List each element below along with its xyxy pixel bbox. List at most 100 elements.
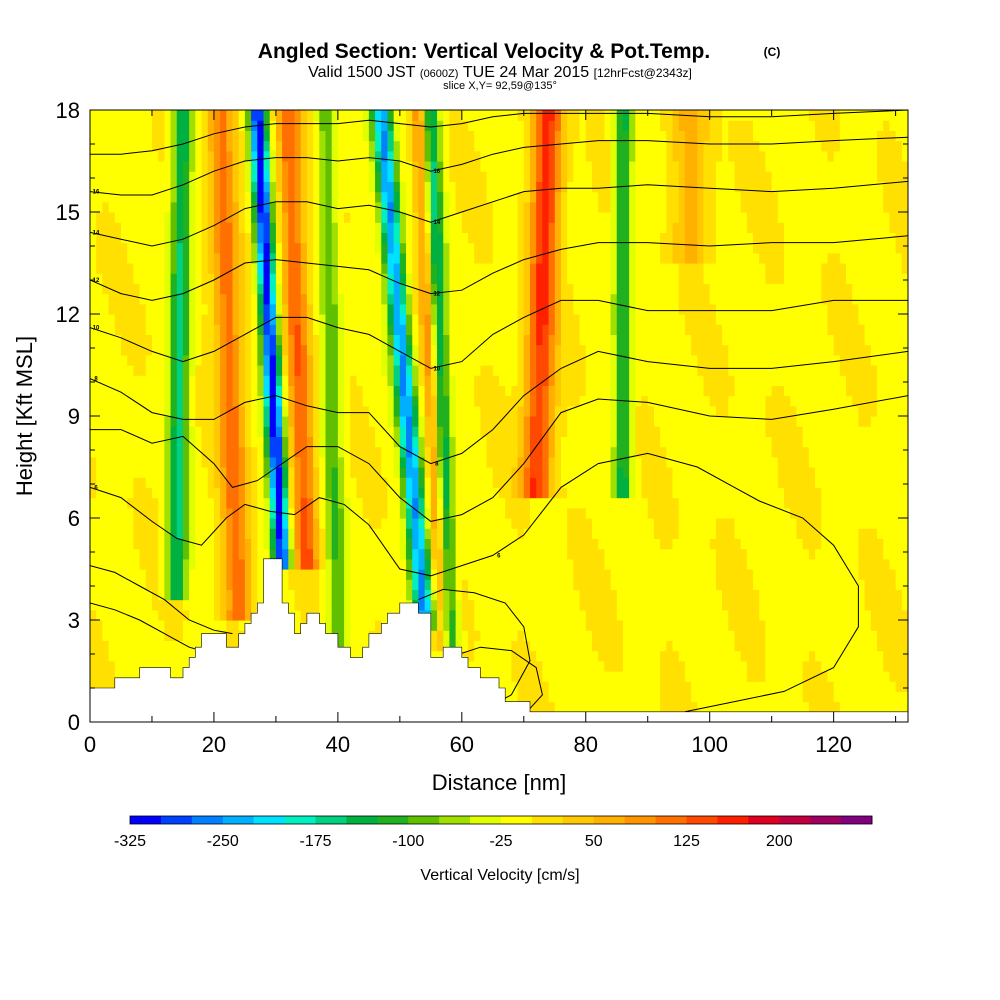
velocity-cell: [691, 354, 698, 703]
velocity-cell: [492, 487, 500, 722]
velocity-cell: [759, 110, 767, 152]
velocity-cell: [412, 385, 420, 397]
valid-time-line: Valid 1500 JST (0600Z) TUE 24 Mar 2015 […: [308, 64, 692, 81]
velocity-cell: [158, 161, 165, 601]
velocity-cell: [554, 130, 562, 193]
x-tick-label: 120: [815, 732, 852, 757]
velocity-cell: [468, 599, 475, 662]
isentrope-label: 14: [93, 230, 100, 236]
velocity-cell: [257, 436, 265, 682]
velocity-cell: [610, 334, 618, 448]
x-tick-label: 0: [84, 732, 96, 757]
velocity-cell: [548, 385, 556, 458]
velocity-cell: [207, 110, 215, 152]
velocity-cell: [784, 507, 791, 722]
colorbar-swatch: [191, 816, 224, 824]
velocity-cell: [288, 110, 296, 335]
velocity-cell: [660, 232, 667, 264]
velocity-cell: [790, 405, 798, 519]
velocity-cell: [771, 456, 779, 722]
velocity-cell: [678, 110, 686, 131]
velocity-cell: [765, 436, 773, 722]
velocity-cell: [753, 589, 760, 682]
velocity-cell: [883, 212, 891, 560]
velocity-cell: [393, 181, 401, 193]
colorbar-swatch: [284, 816, 316, 824]
velocity-cell: [294, 456, 302, 550]
velocity-cell: [244, 130, 252, 162]
velocity-cell: [418, 456, 426, 468]
velocity-cell: [753, 252, 760, 591]
colorbar-swatch: [717, 816, 749, 824]
velocity-cell: [269, 273, 277, 295]
velocity-cell: [170, 110, 178, 203]
velocity-cell: [567, 507, 574, 560]
velocity-cell: [542, 324, 550, 386]
velocity-cell: [399, 416, 407, 427]
isentrope-lines: 6 6 8 8 10 10 12 12 14 14 16 16: [90, 110, 908, 713]
velocity-cell: [114, 110, 122, 223]
velocity-cell: [877, 110, 884, 131]
velocity-cell: [226, 507, 234, 590]
velocity-cell: [728, 518, 736, 631]
velocity-cell: [790, 518, 798, 722]
velocity-cell: [808, 650, 816, 722]
velocity-cell: [511, 385, 519, 468]
velocity-cell: [703, 395, 711, 722]
velocity-cell: [517, 191, 525, 407]
velocity-cell: [269, 467, 277, 488]
velocity-cell: [176, 242, 184, 539]
isentrope-line: [90, 136, 908, 196]
velocity-cell: [406, 375, 413, 397]
velocity-cell: [833, 150, 841, 254]
velocity-cell: [430, 630, 438, 652]
velocity-cell: [660, 263, 667, 448]
velocity-cell: [418, 385, 426, 417]
velocity-cell: [660, 110, 667, 131]
velocity-cell: [722, 518, 729, 611]
velocity-cell: [629, 161, 636, 499]
velocity-cell: [740, 660, 748, 722]
velocity-cell: [418, 324, 426, 366]
velocity-cell: [499, 385, 506, 499]
velocity-cell: [257, 395, 265, 437]
velocity-cell: [164, 212, 172, 417]
velocity-cell: [567, 110, 574, 182]
velocity-cell: [858, 426, 866, 529]
velocity-cell: [585, 110, 593, 162]
velocity-cell: [443, 507, 451, 550]
velocity-cell: [418, 548, 426, 570]
velocity-cell: [523, 467, 531, 499]
velocity-cell: [424, 283, 432, 315]
velocity-cell: [759, 150, 767, 264]
velocity-cell: [251, 130, 258, 152]
velocity-cell: [282, 497, 289, 519]
colorbar-tick-label: 125: [673, 833, 700, 850]
velocity-cell: [189, 375, 196, 427]
velocity-cell: [449, 181, 457, 376]
colorbar-tick-label: -25: [489, 833, 512, 850]
velocity-cell: [282, 487, 289, 499]
velocity-cell: [133, 548, 141, 722]
velocity-cell: [406, 477, 413, 499]
velocity-cell: [263, 242, 271, 305]
velocity-cell: [635, 110, 643, 407]
velocity-cell: [263, 436, 271, 458]
isentrope-line: [90, 452, 859, 713]
colorbar-swatch: [810, 816, 842, 824]
velocity-cell: [344, 497, 351, 652]
velocity-cell: [275, 242, 283, 284]
velocity-cell: [406, 314, 413, 335]
velocity-cell: [319, 456, 327, 529]
velocity-cell: [158, 110, 165, 162]
velocity-cell: [251, 446, 258, 621]
velocity-cell: [796, 538, 804, 722]
velocity-cell: [815, 548, 822, 662]
velocity-cell: [846, 283, 853, 397]
velocity-cell: [356, 110, 364, 386]
velocity-cell: [393, 110, 401, 121]
velocity-cell: [282, 416, 289, 437]
isentrope-label: 10: [93, 326, 100, 332]
velocity-cell: [746, 569, 754, 682]
velocity-cell: [877, 650, 884, 722]
